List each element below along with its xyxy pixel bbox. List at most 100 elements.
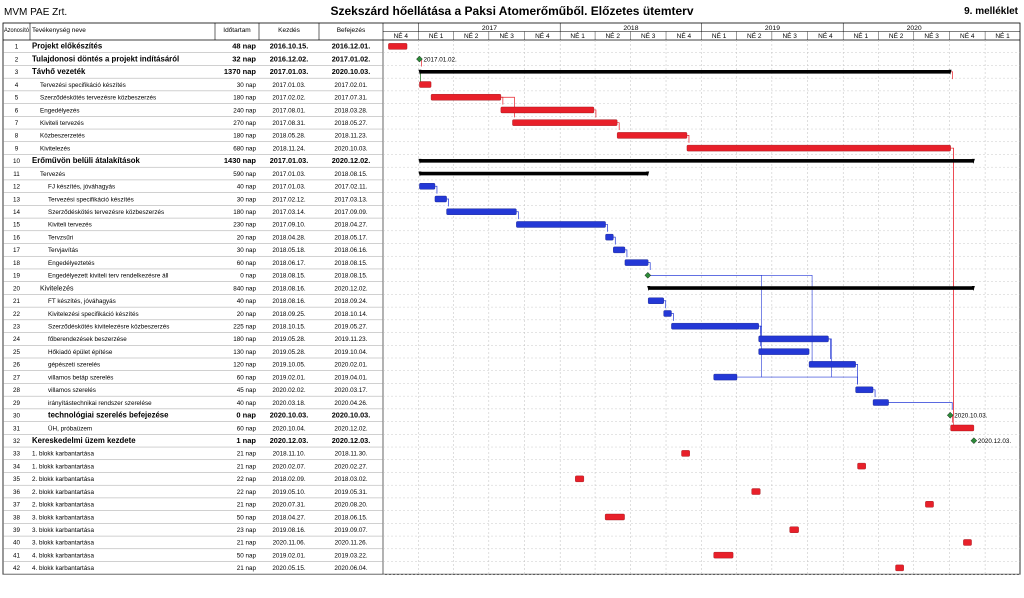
task-name: Tervezés [40,171,65,178]
quarter-label: NÉ 1 [995,31,1010,40]
task-bar-red [713,551,734,559]
col-header-end: Befejezés [337,27,366,34]
task-end: 2020.08.20. [334,502,368,509]
dependency-link [593,109,597,118]
task-duration: 590 nap [233,171,256,178]
task-bar-red [604,513,625,521]
task-name: 4. blokk karbantartása [32,552,94,559]
task-end: 2019.05.31. [334,489,368,496]
dependency-link [736,376,858,385]
summary-bar-end-cap [971,158,975,164]
task-bar-red [963,539,972,546]
task-id: 17 [13,247,21,254]
dependency-link [613,236,616,245]
quarter-label: NÉ 4 [960,31,975,40]
task-bar-red [575,475,585,483]
year-label: 2020 [907,25,922,32]
task-duration: 120 nap [233,362,256,369]
milestone-label: 2020.12.03. [978,438,1012,445]
task-end: 2020.11.26. [335,540,368,547]
task-bar-red [925,501,934,508]
task-start: 2017.01.03. [272,82,306,89]
task-start: 2020.07.31. [272,502,306,509]
task-duration: 21 nap [237,565,257,572]
task-duration: 48 nap [232,42,256,51]
task-start: 2019.02.01. [272,552,306,559]
dependency-link [663,300,667,309]
quarter-label: NÉ 1 [712,31,727,40]
quarter-label: NÉ 3 [641,31,656,40]
task-duration: 21 nap [237,451,257,458]
task-bar-blue [671,323,759,330]
task-bar-blue [758,348,810,355]
subsummary-bar [419,171,649,176]
task-duration: 50 nap [237,552,257,559]
task-end: 2017.02.01. [334,82,368,89]
task-end: 2017.01.02. [332,54,371,63]
quarter-label: NÉ 4 [677,31,692,40]
task-name: Kereskedelmi üzem kezdete [32,436,136,445]
subsummary-bar [648,286,974,290]
task-start: 2018.04.28. [272,234,306,241]
task-id: 6 [15,107,19,114]
task-name: Hőkiadó épület építése [48,349,113,356]
task-bar-red [686,144,951,152]
task-duration: 225 nap [233,324,256,331]
subsummary-bar-end-cap [646,171,650,177]
task-name: Tulajdonosi döntés a projekt indításáról [32,54,179,63]
task-duration: 22 nap [237,476,257,483]
summary-bar-start-cap [418,158,422,164]
task-end: 2020.06.04. [334,565,368,572]
task-start: 2016.10.15. [270,42,309,51]
milestone-diamond [946,411,954,419]
task-duration: 32 nap [232,54,256,63]
task-start: 2017.01.03. [270,156,309,165]
task-bar-blue [613,246,626,254]
subsummary-bar-start-cap [647,286,651,292]
task-bar-red [512,119,618,126]
task-bar-red [789,526,799,533]
milestone-label: 2020.10.03. [954,412,988,419]
task-end: 2018.08.15. [334,260,368,267]
dependency-link [758,325,762,378]
task-name: Engedélyezett kiviteli terv rendelkezésr… [48,273,168,280]
task-id: 34 [13,463,21,470]
task-start: 2019.05.28. [272,349,306,356]
task-start: 2017.03.14. [272,209,306,216]
quarter-label: NÉ 3 [782,31,797,40]
task-bar-blue [872,399,889,406]
task-id: 39 [13,527,21,534]
task-id: 42 [13,565,21,572]
task-bar-blue [647,297,664,304]
task-end: 2019.05.27. [334,324,368,331]
dependency-link [434,185,438,194]
task-duration: 20 nap [237,311,257,318]
task-name: Kiviteli tervezés [48,222,92,229]
company-name: MVM PAE Zrt. [4,6,68,18]
task-start: 2020.12.03. [270,436,309,445]
task-id: 29 [13,400,21,407]
task-id: 8 [15,133,19,140]
task-name: 1. blokk karbantartása [32,451,94,458]
task-end: 2018.05.27. [334,120,368,127]
task-name: 3. blokk karbantartása [32,540,94,547]
dependency-link [516,211,519,220]
task-duration: 40 nap [237,298,257,305]
task-start: 2019.05.28. [272,336,306,343]
task-id: 10 [13,158,21,165]
task-bar-blue [419,183,436,190]
task-start: 2018.11.24. [273,145,306,152]
task-start: 2019.08.16. [272,527,306,534]
task-end: 2018.11.23. [335,133,368,140]
task-id: 33 [13,451,21,458]
task-end: 2018.06.15. [334,514,368,521]
task-end: 2018.10.14. [334,311,368,318]
task-name: 4. blokk karbantartása [32,565,94,572]
task-id: 18 [13,260,21,267]
task-end: 2019.03.22. [334,552,368,559]
task-end: 2020.02.27. [334,463,368,470]
task-name: Tervzsűri [48,234,73,241]
task-end: 2018.11.30. [335,451,368,458]
col-header-duration: Időtartam [223,27,250,34]
task-bar-blue [446,208,517,215]
